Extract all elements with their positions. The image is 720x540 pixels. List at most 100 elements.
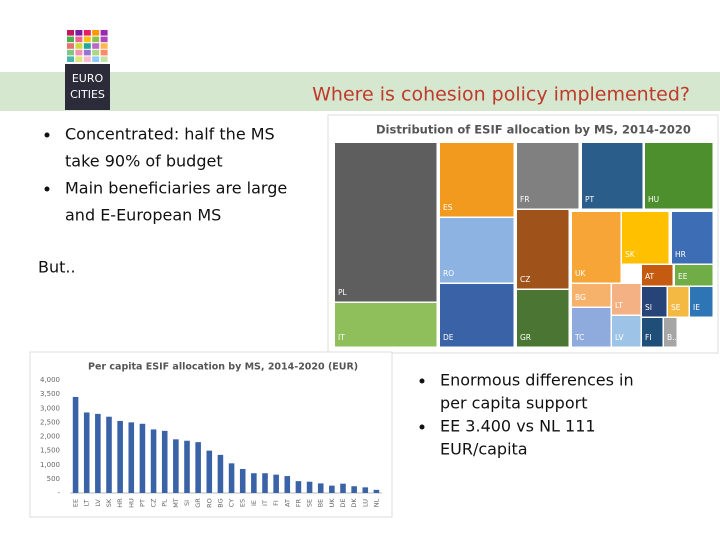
treemap-cell [672, 212, 713, 264]
treemap-label: ES [443, 203, 453, 212]
treemap-cell [440, 143, 514, 217]
y-tick-label: 2,500 [40, 418, 60, 426]
logo: EURO CITIES [65, 30, 110, 110]
x-tick-label: LV [94, 499, 102, 507]
x-tick-label: CZ [150, 498, 158, 508]
logo-square [100, 56, 108, 62]
bar [217, 454, 224, 493]
x-tick-label: IT [261, 500, 269, 506]
treemap-cell [517, 290, 569, 347]
treemap-label: LV [615, 333, 624, 342]
treemap-title: Distribution of ESIF allocation by MS, 2… [376, 123, 691, 137]
x-tick-label: FI [272, 500, 280, 506]
treemap-label: FI [645, 333, 652, 342]
y-tick-label: 4,000 [40, 376, 60, 384]
treemap-cell [612, 284, 641, 315]
x-tick-label: PL [161, 499, 169, 507]
y-tick-label: - [57, 489, 60, 497]
logo-square [83, 43, 91, 49]
x-tick-label: FR [294, 498, 302, 507]
treemap-label: EE [678, 272, 688, 281]
treemap-label: BG [575, 293, 586, 302]
x-tick-label: GR [194, 498, 202, 508]
treemap-cell [572, 308, 611, 347]
x-tick-label: PT [138, 499, 146, 507]
bar [284, 476, 291, 493]
logo-square [67, 49, 74, 56]
treemap-cell [668, 287, 689, 317]
bullet-dot [44, 186, 50, 192]
bar [139, 423, 146, 493]
but-text: But.. [38, 258, 76, 277]
treemap-label: PT [585, 195, 595, 204]
logo-square [92, 30, 100, 36]
logo-text: EURO [72, 72, 104, 85]
treemap-cell [440, 218, 514, 283]
logo-square [100, 36, 108, 43]
x-tick-label: HR [116, 498, 124, 508]
x-tick-label: MT [172, 498, 180, 508]
bullet-dot [44, 132, 50, 138]
bar-title: Per capita ESIF allocation by MS, 2014-2… [88, 362, 358, 373]
logo-square [75, 49, 83, 56]
logo-square [75, 56, 83, 62]
bar [295, 481, 302, 493]
header-band [0, 72, 720, 111]
x-tick-label: DE [339, 498, 347, 507]
treemap-cell [612, 316, 641, 347]
treemap-cell [572, 284, 611, 307]
bullet-text: and E-European MS [65, 206, 221, 225]
bar [117, 420, 123, 493]
treemap-cell [440, 284, 514, 347]
x-tick-label: BE [317, 499, 325, 508]
bullet-text: EUR/capita [440, 440, 528, 459]
logo-square [92, 43, 100, 49]
bullet-text: Enormous differences in [440, 371, 634, 390]
x-tick-label: CY [228, 499, 236, 507]
treemap-label: TC [574, 333, 584, 342]
x-tick-label: DK [350, 498, 358, 508]
treemap-cell [664, 318, 677, 347]
x-tick-label: EE [72, 499, 80, 507]
treemap-cell [335, 303, 437, 347]
logo-square [100, 43, 108, 49]
y-tick-label: 3,500 [40, 390, 60, 398]
logo-square [67, 36, 74, 43]
y-tick-label: 500 [47, 475, 60, 483]
treemap-label: AT [645, 272, 655, 281]
logo-square [75, 43, 83, 49]
logo-square [100, 30, 108, 36]
bar [206, 450, 213, 493]
logo-square [75, 30, 83, 36]
bar [161, 430, 168, 493]
bar [95, 413, 101, 493]
x-tick-label: NL [372, 498, 380, 507]
treemap-label: IE [693, 303, 700, 312]
bar [239, 468, 246, 493]
treemap-cell [582, 143, 643, 209]
x-tick-label: RO [205, 498, 213, 508]
logo-square [100, 49, 108, 56]
bar [72, 396, 79, 493]
logo-square [75, 36, 83, 43]
treemap-label: SI [645, 303, 652, 312]
treemap-label: RO [443, 269, 454, 278]
treemap-cell [517, 210, 569, 289]
bar [184, 440, 190, 493]
treemap-label: CZ [520, 275, 530, 284]
treemap-label: GR [520, 333, 531, 342]
bar [340, 483, 346, 493]
bar [83, 412, 90, 493]
treemap-cell [517, 143, 579, 209]
bar [262, 473, 268, 493]
treemap-label: SE [671, 303, 681, 312]
treemap-cell [622, 212, 669, 264]
x-tick-label: LT [83, 500, 91, 507]
bullet-text: per capita support [440, 394, 587, 413]
x-tick-label: SE [306, 499, 314, 507]
bullet-text: take 90% of budget [65, 152, 223, 171]
bullet-text: EE 3.400 vs NL 111 [440, 417, 596, 436]
x-tick-label: AT [283, 499, 291, 507]
logo-square [83, 30, 91, 36]
logo-square [67, 43, 74, 49]
